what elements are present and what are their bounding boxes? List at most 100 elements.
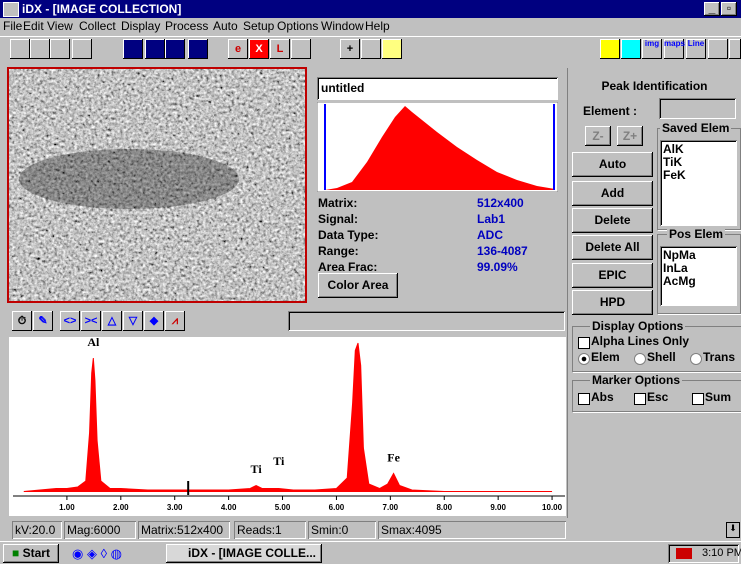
radio[interactable] bbox=[634, 353, 646, 365]
info-label: Data Type: bbox=[318, 228, 378, 242]
tool-button[interactable] bbox=[621, 39, 641, 59]
tool-button[interactable] bbox=[188, 39, 208, 59]
peak-label: Al bbox=[87, 337, 100, 349]
x-tick-label: 8.00 bbox=[436, 503, 452, 512]
x-tick-label: 7.00 bbox=[383, 503, 399, 512]
action-button[interactable]: Delete All bbox=[572, 235, 653, 260]
restore-button[interactable]: ▫ bbox=[721, 2, 737, 16]
radio-label: Elem bbox=[591, 350, 620, 364]
action-button[interactable]: Add bbox=[572, 181, 653, 206]
checkbox[interactable] bbox=[578, 337, 590, 349]
x-tick-label: 2.00 bbox=[113, 503, 129, 512]
tool-button[interactable] bbox=[729, 39, 741, 59]
menu-item[interactable]: File bbox=[3, 19, 22, 33]
info-label: Signal: bbox=[318, 212, 358, 226]
tool-button[interactable] bbox=[165, 39, 185, 59]
tool-button[interactable] bbox=[10, 39, 30, 59]
list-item[interactable]: FeK bbox=[663, 169, 734, 182]
info-value: ADC bbox=[477, 228, 503, 242]
tool-button[interactable] bbox=[145, 39, 165, 59]
menu-item[interactable]: Options bbox=[277, 19, 318, 33]
x-tick-label: 1.00 bbox=[59, 503, 75, 512]
tool[interactable]: <> bbox=[60, 311, 80, 331]
image-panel bbox=[7, 67, 307, 303]
info-value: Lab1 bbox=[477, 212, 505, 226]
start-button[interactable]: ■ Start bbox=[3, 544, 59, 563]
zoom-button[interactable]: Z+ bbox=[617, 126, 643, 146]
tool-button[interactable]: img bbox=[642, 39, 662, 59]
tool[interactable]: ▽ bbox=[123, 311, 143, 331]
menu-item[interactable]: Display bbox=[121, 19, 160, 33]
tool[interactable]: ⩘ bbox=[165, 311, 185, 331]
menu-item[interactable]: Setup bbox=[243, 19, 274, 33]
element-label: Element : bbox=[583, 104, 637, 118]
tool-button[interactable] bbox=[50, 39, 70, 59]
checkbox-label: Sum bbox=[705, 390, 731, 404]
x-tick-label: 5.00 bbox=[275, 503, 291, 512]
spectrum-toolbar: ⏱✎ <>>< △▽ ◆⩘ bbox=[8, 308, 566, 334]
tool[interactable]: ◆ bbox=[144, 311, 164, 331]
info-value: 512x400 bbox=[477, 196, 524, 210]
tool-button[interactable] bbox=[361, 39, 381, 59]
tool-button[interactable] bbox=[291, 39, 311, 59]
tool-button[interactable]: maps bbox=[664, 39, 684, 59]
sem-image bbox=[9, 69, 305, 301]
quick-launch[interactable]: ◉ ◈ ◊ ◍ bbox=[72, 546, 122, 562]
status-cell: Mag:6000 bbox=[64, 521, 136, 539]
histogram-name-text: untitled bbox=[321, 81, 364, 95]
menu-item[interactable]: View bbox=[47, 19, 73, 33]
tool[interactable]: ✎ bbox=[33, 311, 53, 331]
radio[interactable] bbox=[690, 353, 702, 365]
tool[interactable]: ⏱ bbox=[12, 311, 32, 331]
minimize-button[interactable]: _ bbox=[704, 2, 720, 16]
status-cell: Reads:1 bbox=[234, 521, 306, 539]
info-label: Range: bbox=[318, 244, 359, 258]
group-title: Pos Elem bbox=[667, 227, 725, 241]
menu-item[interactable]: Help bbox=[365, 19, 390, 33]
x-tick-label: 3.00 bbox=[167, 503, 183, 512]
color-area-button[interactable]: Color Area bbox=[318, 273, 398, 298]
tool-button[interactable] bbox=[123, 39, 143, 59]
menu-item[interactable]: Collect bbox=[79, 19, 116, 33]
clock: 3:10 PM bbox=[702, 547, 741, 559]
radio[interactable] bbox=[578, 353, 590, 365]
action-button[interactable]: EPIC bbox=[572, 263, 653, 288]
peak-title: Peak Identification bbox=[568, 79, 741, 93]
tool[interactable]: △ bbox=[102, 311, 122, 331]
info-label: Matrix: bbox=[318, 196, 357, 210]
app-icon bbox=[3, 2, 19, 17]
checkbox-label: Alpha Lines Only bbox=[591, 334, 689, 348]
tool-button[interactable]: + bbox=[340, 39, 360, 59]
tool-button[interactable] bbox=[30, 39, 50, 59]
title-bar: iDX - [IMAGE COLLECTION] _ ▫ bbox=[0, 0, 741, 18]
info-label: Area Frac: bbox=[318, 260, 377, 274]
tool-button[interactable]: Line bbox=[686, 39, 706, 59]
group-title: Marker Options bbox=[590, 373, 682, 387]
tool-button[interactable]: L bbox=[270, 39, 290, 59]
tool-button[interactable]: e bbox=[228, 39, 248, 59]
action-button[interactable]: Auto bbox=[572, 152, 653, 177]
element-input[interactable] bbox=[659, 98, 736, 119]
tool-button[interactable] bbox=[600, 39, 620, 59]
tool-button[interactable] bbox=[72, 39, 92, 59]
checkbox-label: Abs bbox=[591, 390, 614, 404]
x-tick-label: 6.00 bbox=[329, 503, 345, 512]
zoom-button[interactable]: Z- bbox=[585, 126, 611, 146]
menu-item[interactable]: Auto bbox=[213, 19, 238, 33]
menu-item[interactable]: Process bbox=[165, 19, 208, 33]
action-button[interactable]: HPD bbox=[572, 290, 653, 315]
tool-button[interactable] bbox=[708, 39, 728, 59]
menu-item[interactable]: Window bbox=[321, 19, 364, 33]
checkbox[interactable] bbox=[578, 393, 590, 405]
checkbox[interactable] bbox=[692, 393, 704, 405]
tool-button[interactable]: X bbox=[249, 39, 269, 59]
task-button[interactable]: iDX - [IMAGE COLLE... bbox=[166, 544, 322, 563]
tool-button[interactable] bbox=[382, 39, 402, 59]
menu-item[interactable]: Edit bbox=[23, 19, 44, 33]
action-button[interactable]: Delete bbox=[572, 208, 653, 233]
checkbox[interactable] bbox=[634, 393, 646, 405]
tool[interactable]: >< bbox=[81, 311, 101, 331]
list-item[interactable]: AcMg bbox=[663, 275, 734, 288]
